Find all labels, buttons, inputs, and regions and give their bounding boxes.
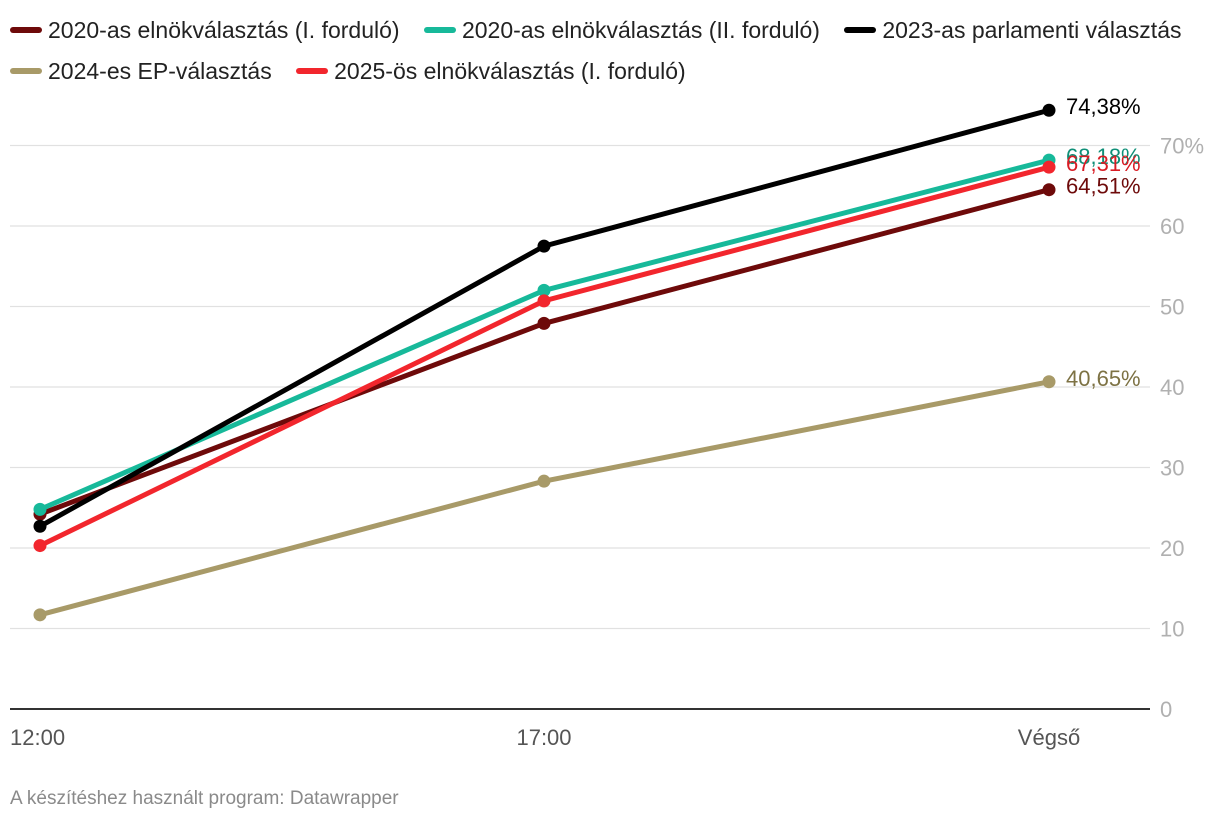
data-point (1042, 183, 1056, 197)
data-point (33, 608, 47, 622)
legend-swatch (844, 26, 877, 33)
x-tick-label: 12:00 (10, 725, 65, 750)
legend-item-2020-second-round: 2020-as elnökválasztás (II. forduló) (423, 10, 820, 51)
y-axis-ticks: 0 10 20 30 40 50 60 70% (1160, 134, 1204, 723)
series-line (37, 187, 1052, 517)
legend-item-2020-first-round: 2020-as elnökválasztás (I. forduló) (10, 10, 400, 51)
data-point (537, 283, 551, 297)
end-value-labels: 64,51% 68,18% 74,38% 40,65% 67,31% (1066, 94, 1141, 391)
data-point (537, 474, 551, 488)
series-line (37, 164, 1052, 549)
y-tick-label: 0 (1160, 697, 1172, 722)
series-lines (37, 107, 1052, 618)
end-value-label: 40,65% (1066, 366, 1141, 391)
data-point (33, 539, 47, 553)
y-tick-label: 20 (1160, 536, 1184, 561)
legend-swatch (423, 26, 456, 33)
legend-swatch (296, 67, 329, 74)
chart-legend: 2020-as elnökválasztás (I. forduló) 2020… (10, 10, 1200, 92)
data-point (1042, 375, 1056, 389)
data-point (33, 519, 47, 533)
chart-credit: A készítéshez használt program: Datawrap… (10, 788, 399, 809)
x-tick-label: 17:00 (516, 725, 571, 750)
end-value-label: 64,51% (1066, 174, 1141, 199)
y-tick-label: 40 (1160, 375, 1184, 400)
legend-label: 2023-as parlamenti választás (882, 17, 1182, 43)
end-value-label: 68,18% (1066, 144, 1141, 169)
y-tick-label: 50 (1160, 295, 1184, 320)
data-point (537, 316, 551, 330)
legend-label: 2024-es EP-választás (48, 58, 272, 84)
end-value-label: 74,38% (1066, 94, 1141, 119)
series-line (37, 379, 1052, 618)
legend-swatch (10, 26, 42, 33)
data-point (1042, 103, 1056, 117)
y-tick-label: 30 (1160, 456, 1184, 481)
legend-swatch (10, 67, 42, 74)
y-tick-label: 10 (1160, 617, 1184, 642)
gridlines (10, 144, 1150, 710)
x-axis-ticks: 12:00 17:00 Végső (10, 725, 1080, 750)
legend-label: 2025-ös elnökválasztás (I. forduló) (334, 58, 686, 84)
legend-label: 2020-as elnökválasztás (II. forduló) (461, 17, 820, 43)
legend-item-2025-first-round: 2025-ös elnökválasztás (I. forduló) (296, 51, 686, 92)
data-point (1042, 160, 1056, 174)
legend-item-2023-parliamentary: 2023-as parlamenti választás (844, 10, 1182, 51)
y-tick-label: 70% (1160, 134, 1204, 159)
data-point (33, 502, 47, 516)
data-point (537, 239, 551, 253)
x-tick-label: Végső (1018, 725, 1080, 750)
legend-item-2024-ep: 2024-es EP-választás (10, 51, 272, 92)
y-tick-label: 60 (1160, 214, 1184, 239)
end-value-label: 67,31% (1066, 151, 1141, 176)
series-points (33, 103, 1056, 622)
legend-label: 2020-as elnökválasztás (I. forduló) (48, 17, 400, 43)
data-point (537, 294, 551, 308)
